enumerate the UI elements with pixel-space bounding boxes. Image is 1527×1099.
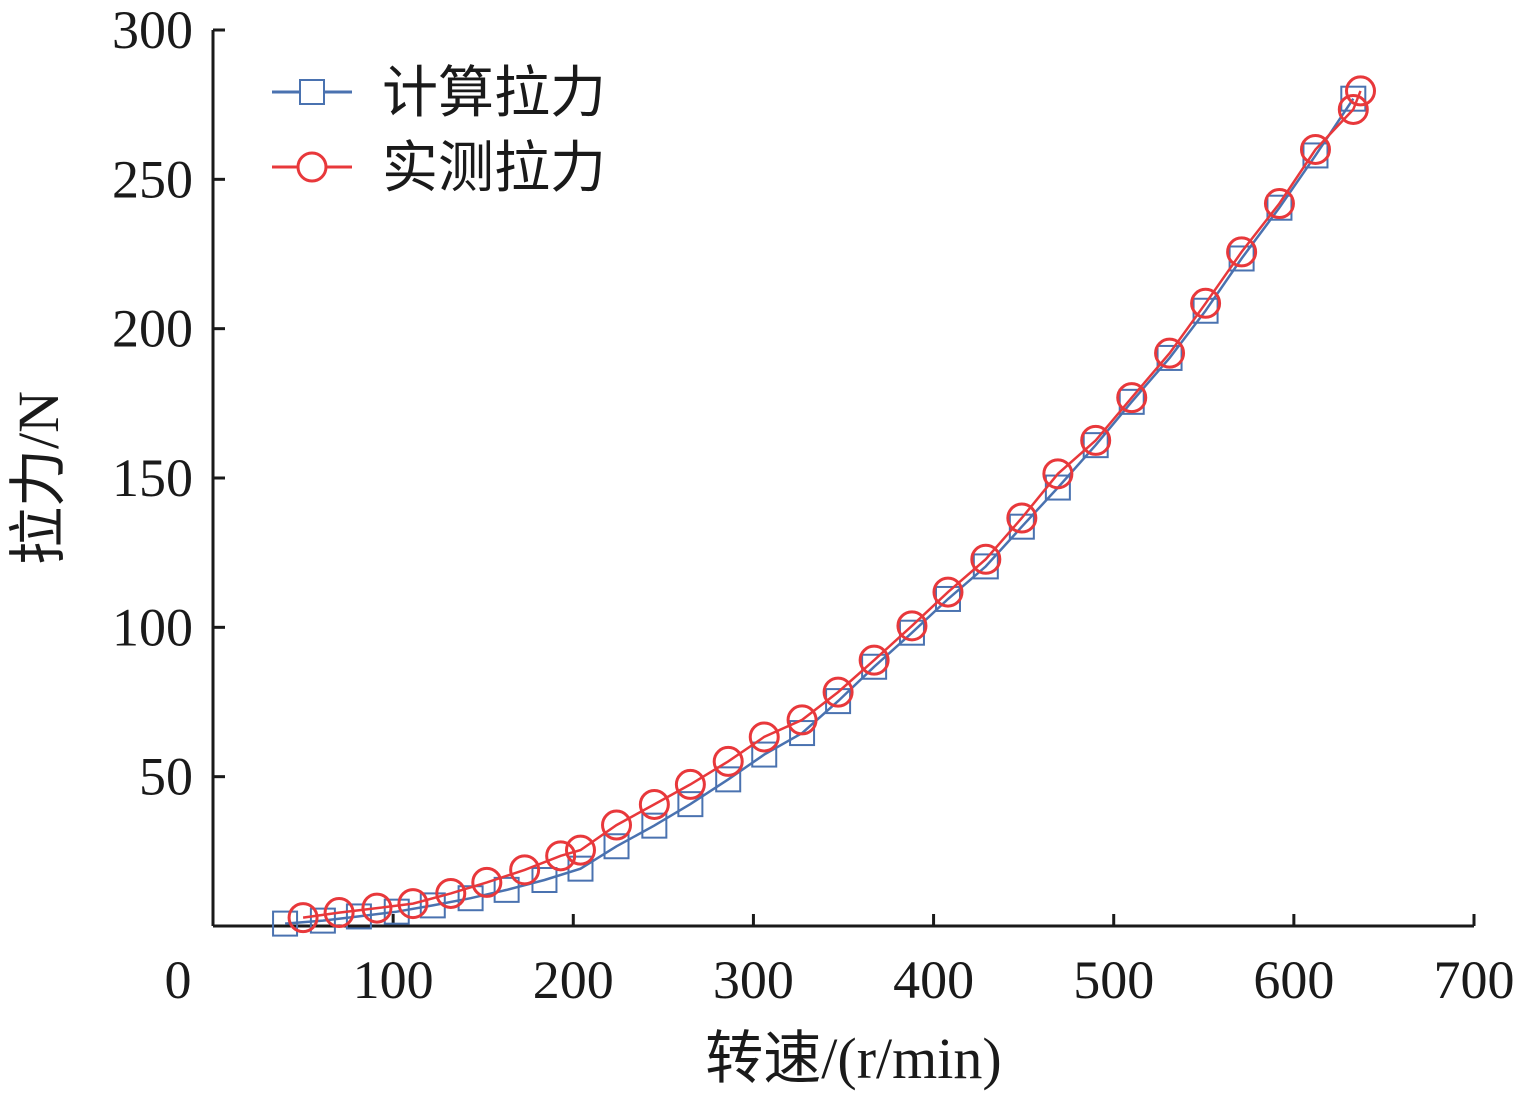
data-point-square (641, 812, 668, 839)
data-point-circle (361, 892, 393, 924)
x-axis-title: 转速/(r/min) (705, 1026, 1001, 1091)
y-tick-label: 100 (112, 597, 193, 657)
y-tick-label: 300 (112, 0, 193, 60)
x-tick-label: 200 (533, 950, 614, 1010)
axes: 0 100 200 300 400 500 600 700 50 100 150 200 250 300 (112, 0, 1515, 1010)
data-point-circle (1299, 133, 1331, 165)
data-point-square (493, 876, 520, 903)
data-point-circle (1006, 502, 1038, 534)
data-point-circle (1042, 458, 1074, 490)
data-point-circle (970, 543, 1002, 575)
y-axis-title: 拉力/N (6, 391, 71, 565)
data-point-circle (601, 809, 633, 841)
y-tick-label: 150 (112, 448, 193, 508)
series-line-2 (302, 90, 1362, 919)
data-point-square (309, 907, 336, 934)
data-point-circle (1337, 93, 1369, 125)
legend-circle-marker (296, 151, 328, 183)
legend-label: 计算拉力 (382, 61, 606, 126)
data-point-circle (748, 721, 780, 753)
data-point-circle (323, 897, 355, 929)
x-tick-label: 700 (1434, 950, 1515, 1010)
data-point-circle (471, 866, 503, 898)
data-point-circle (1345, 75, 1377, 107)
data-point-circle (545, 840, 577, 872)
legend-entry-2: 实测拉力 (272, 136, 606, 201)
data-point-circle (786, 704, 818, 736)
x-tick-label: 100 (353, 950, 434, 1010)
data-point-square (751, 741, 778, 768)
data-point-circle (1080, 424, 1112, 456)
legend-label: 实测拉力 (382, 136, 606, 201)
x-tick-label: 500 (1073, 950, 1154, 1010)
x-tick-label: 0 (165, 950, 192, 1010)
data-point-circle (564, 834, 596, 866)
y-tick-label: 250 (112, 149, 193, 209)
data-point-circle (858, 644, 890, 676)
data-point-circle (638, 788, 670, 820)
data-point-square (383, 898, 410, 925)
data-point-circle (435, 877, 467, 909)
legend-entry-1: 计算拉力 (272, 61, 606, 126)
x-tick-label: 600 (1253, 950, 1334, 1010)
data-point-circle (822, 676, 854, 708)
data-point-square (345, 903, 372, 930)
legend-square-marker (299, 79, 325, 105)
data-point-circle (397, 888, 429, 920)
data-point-circle (674, 768, 706, 800)
data-point-square (715, 766, 742, 793)
data-point-circle (1226, 236, 1258, 268)
data-point-circle (509, 854, 541, 886)
data-point-square (603, 833, 630, 860)
data-point-circle (1116, 382, 1148, 414)
data-point-circle (1190, 287, 1222, 319)
data-point-circle (1263, 188, 1295, 220)
data-point-square (272, 910, 299, 937)
y-tick-label: 200 (112, 299, 193, 359)
x-tick-label: 300 (713, 950, 794, 1010)
data-point-circle (712, 745, 744, 777)
data-point-circle (287, 902, 319, 934)
y-tick-label: 50 (139, 747, 193, 807)
data-point-square (677, 791, 704, 818)
data-point-circle (932, 576, 964, 608)
x-tick-label: 400 (893, 950, 974, 1010)
plot-area (272, 75, 1377, 937)
data-point-circle (896, 610, 928, 642)
series-line-1 (285, 98, 1355, 925)
data-point-circle (1154, 337, 1186, 369)
